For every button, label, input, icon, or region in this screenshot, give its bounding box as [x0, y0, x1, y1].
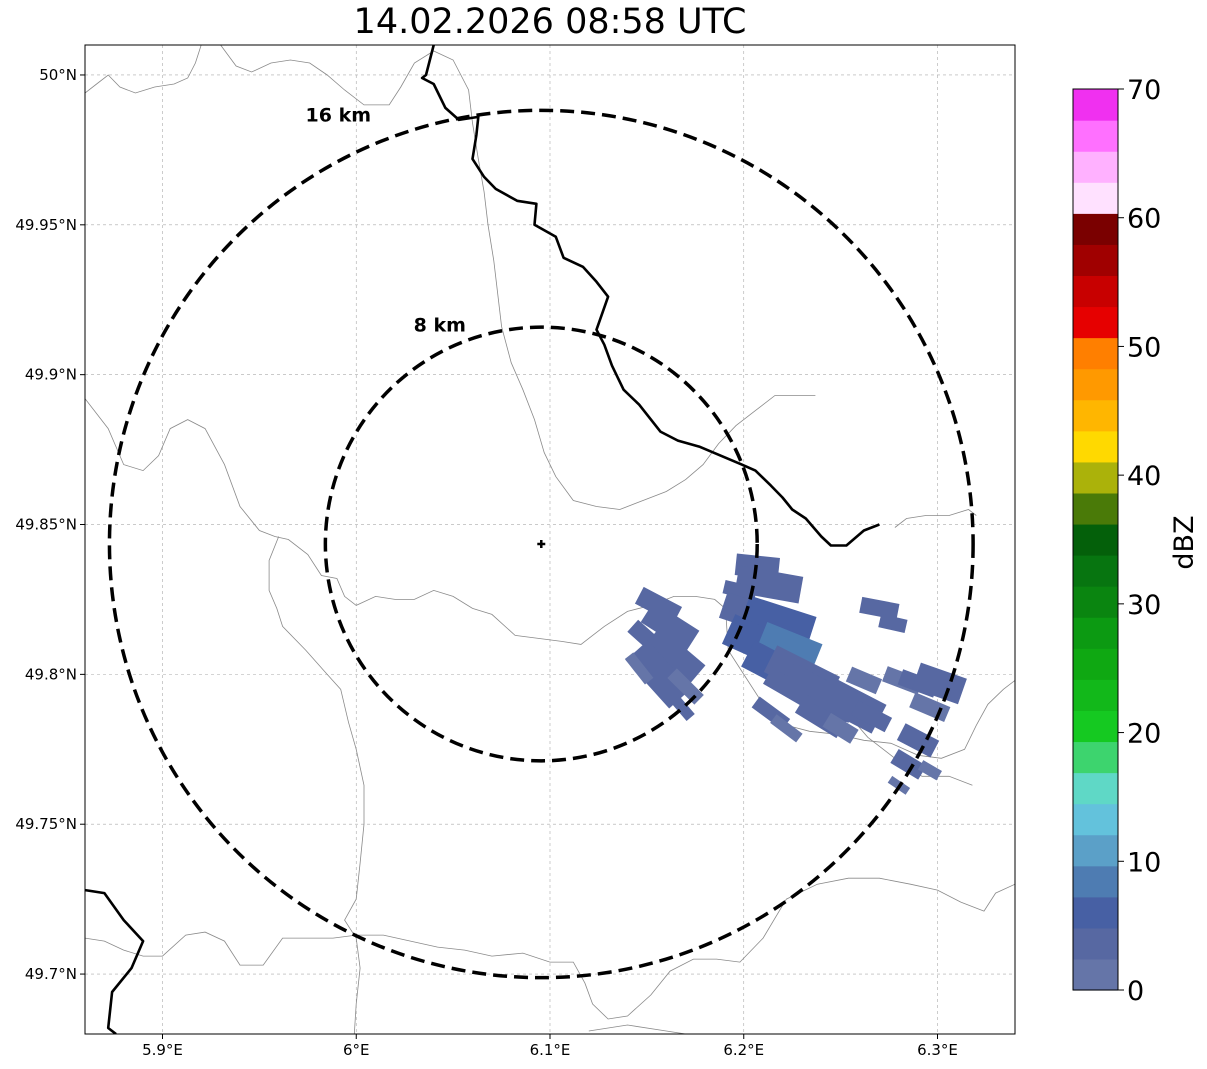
country-border	[85, 888, 145, 1034]
colorbar-segment	[1073, 368, 1118, 401]
colorbar-segment	[1073, 151, 1118, 183]
colorbar-tick-label: 20	[1127, 719, 1161, 750]
echo-gate	[758, 621, 823, 667]
colorbar-tick-label: 10	[1127, 847, 1161, 878]
echo-gate	[890, 749, 927, 780]
tick-label-lat: 49.85°N	[15, 516, 77, 534]
tick-label-lat: 49.8°N	[25, 665, 77, 683]
colorbar: 0 10 20 30 40 50 60 70 dBZ	[1072, 75, 1200, 1007]
axis-ticks: 5.9°E 6°E 6.1°E 6.2°E 6.3°E 49.7°N 49.75°N 49.8…	[15, 66, 958, 1059]
colorbar-tick-label: 30	[1127, 590, 1161, 621]
echo-gate	[642, 626, 706, 686]
echo-gate	[917, 760, 942, 781]
echo-gate	[859, 596, 900, 620]
range-ring	[107, 108, 975, 980]
range-ring-label: 8 km	[414, 315, 466, 337]
colorbar-segment	[1073, 523, 1118, 556]
tick-label-lon: 6°E	[343, 1041, 370, 1059]
tick-label-lat: 49.7°N	[25, 965, 77, 983]
echo-gate	[851, 700, 893, 733]
echo-gate	[878, 613, 908, 634]
echo-gate	[770, 714, 803, 743]
gridlines	[85, 45, 1015, 1034]
echo-gate	[912, 662, 967, 705]
colorbar-segment	[1073, 896, 1118, 929]
tick-label-lon: 6.3°E	[917, 1041, 958, 1059]
colorbar-segment	[1073, 803, 1118, 836]
colorbar-segment	[1073, 120, 1118, 152]
colorbar-segment	[1073, 958, 1118, 991]
colorbar-segment	[1073, 586, 1118, 618]
colorbar-segment	[1073, 213, 1118, 245]
range-ring	[323, 325, 759, 763]
tick-label-lat: 49.75°N	[15, 815, 77, 833]
tick-label-lat: 50°N	[39, 66, 77, 84]
colorbar-segment	[1073, 492, 1118, 525]
colorbar-segment	[1073, 710, 1118, 743]
region-border	[725, 590, 1015, 759]
colorbar-segment	[1073, 461, 1118, 494]
echo-gate	[625, 640, 692, 709]
colorbar-segment	[1073, 430, 1118, 463]
country-border	[420, 45, 880, 547]
echo-gate	[896, 723, 940, 758]
tick-label-lat: 49.95°N	[15, 216, 77, 234]
colorbar-tick-label: 60	[1127, 204, 1161, 235]
colorbar-segment	[1073, 89, 1118, 121]
colorbar-tick-label: 70	[1127, 75, 1161, 106]
colorbar-frame	[1072, 88, 1119, 991]
colorbar-label: dBZ	[1169, 515, 1200, 569]
colorbar-segment	[1073, 927, 1118, 960]
region-border	[85, 877, 1015, 1020]
echo-gate	[668, 693, 695, 721]
colorbar-segment	[1073, 617, 1118, 649]
colorbar-tick-label: 0	[1127, 976, 1144, 1007]
tick-label-lon: 6.2°E	[723, 1041, 764, 1059]
region-border	[85, 45, 202, 94]
colorbar-segment	[1073, 741, 1118, 774]
echo-gate	[722, 580, 758, 601]
colorbar-segment	[1073, 182, 1118, 214]
radar-site-marker	[537, 539, 546, 548]
colorbar-segment	[1073, 772, 1118, 805]
colorbar-segment	[1073, 865, 1118, 898]
tick-label-lon: 6.1°E	[530, 1041, 571, 1059]
colorbar-tick-label: 50	[1127, 332, 1161, 363]
echo-gate	[624, 652, 654, 685]
tick-label-lon: 5.9°E	[142, 1041, 183, 1059]
tick-label-lat: 49.9°N	[25, 366, 77, 384]
range-ring-label: 16 km	[306, 104, 372, 126]
colorbar-segment	[1073, 399, 1118, 432]
colorbar-segment	[1073, 555, 1118, 587]
colorbar-segment	[1073, 275, 1118, 308]
country-borders	[85, 45, 1015, 1034]
echo-gate	[740, 595, 817, 646]
region-border	[220, 45, 816, 510]
radar-echoes	[624, 553, 967, 795]
region-border	[894, 509, 977, 528]
map-title: 14.02.2026 08:58 UTC	[353, 2, 747, 42]
colorbar-segment	[1073, 244, 1118, 277]
echo-gate	[845, 666, 883, 695]
colorbar-segment	[1073, 834, 1118, 867]
range-rings: 8 km 16 km	[107, 104, 975, 980]
colorbar-segment	[1073, 648, 1118, 680]
colorbar-segment	[1073, 306, 1118, 339]
colorbar-segment	[1073, 679, 1118, 711]
echo-gate	[640, 601, 700, 652]
region-border	[588, 1024, 686, 1034]
echo-gate	[822, 712, 859, 744]
colorbar-segment	[1073, 337, 1118, 370]
colorbar-tick-label: 40	[1127, 461, 1161, 492]
region-border	[268, 536, 365, 1034]
